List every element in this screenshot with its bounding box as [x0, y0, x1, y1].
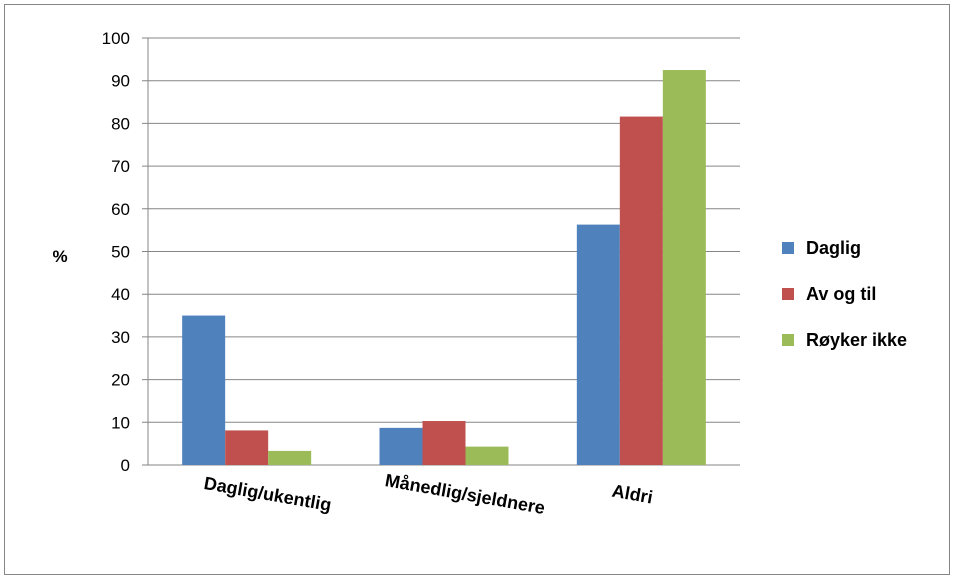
x-category-label: Daglig/ukentlig — [202, 473, 333, 515]
legend-label: Røyker ikke — [806, 330, 907, 350]
y-axis-label: % — [52, 247, 67, 266]
legend-swatch — [782, 334, 794, 346]
legend: Daglig Av og til Røyker ikke — [782, 238, 907, 350]
y-tick-label: 90 — [111, 72, 130, 91]
y-tick-label: 40 — [111, 285, 130, 304]
bars — [182, 70, 706, 466]
y-tick-label: 60 — [111, 200, 130, 219]
y-tick-label: 50 — [111, 243, 130, 262]
bar-r-yker-ikke-1 — [465, 446, 509, 465]
y-tick-labels: 0 10 20 30 40 50 60 70 80 90 100 — [102, 29, 130, 475]
y-tick-label: 100 — [102, 29, 130, 48]
bar-av-og-til-0 — [225, 430, 269, 465]
bar-r-yker-ikke-0 — [268, 450, 312, 465]
bar-daglig-1 — [379, 427, 423, 465]
y-tick-label: 10 — [111, 413, 130, 432]
y-tick-label: 20 — [111, 371, 130, 390]
legend-label: Av og til — [806, 284, 876, 304]
y-tick-label: 0 — [121, 456, 130, 475]
bar-av-og-til-1 — [422, 421, 466, 465]
y-tick-label: 70 — [111, 157, 130, 176]
legend-swatch — [782, 288, 794, 300]
x-category-label: Månedlig/sjeldnere — [384, 470, 547, 518]
bar-av-og-til-2 — [619, 116, 663, 466]
x-category-label: Aldri — [610, 481, 654, 508]
x-category-labels: Daglig/ukentlig Månedlig/sjeldnere Aldri — [202, 470, 654, 518]
legend-label: Daglig — [806, 238, 861, 258]
bar-r-yker-ikke-2 — [662, 70, 706, 466]
bar-daglig-0 — [182, 315, 226, 465]
legend-swatch — [782, 242, 794, 254]
y-tick-label: 30 — [111, 328, 130, 347]
y-tick-label: 80 — [111, 114, 130, 133]
bar-daglig-2 — [576, 224, 620, 465]
